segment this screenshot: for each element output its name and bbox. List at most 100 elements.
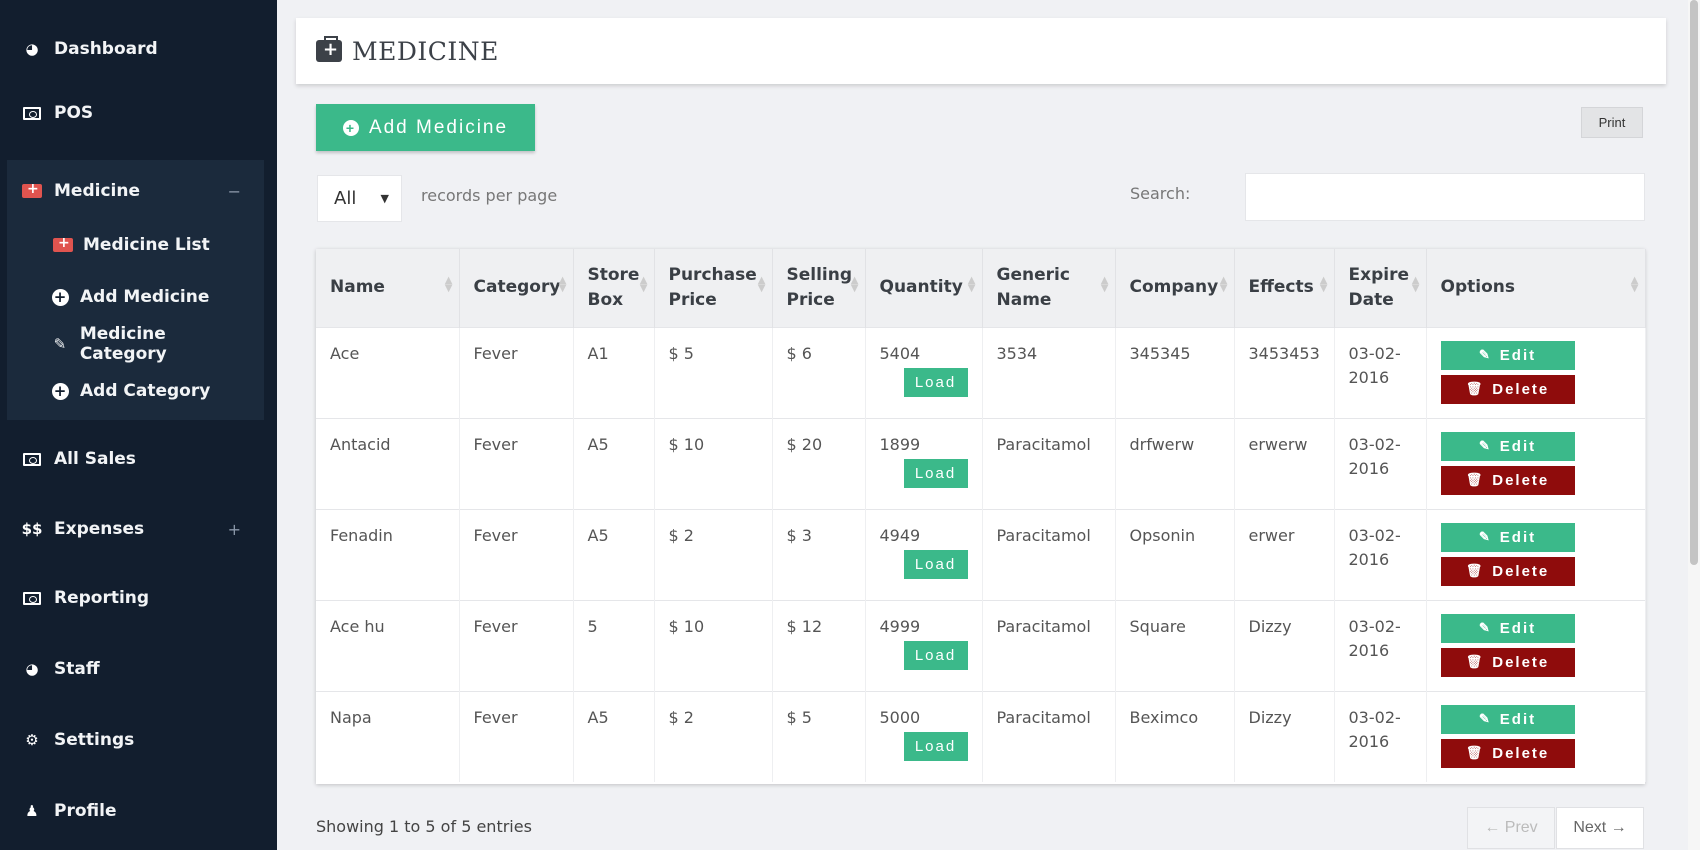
sidebar-item-label: Staff [54,659,100,679]
page-title: MEDICINE [352,36,499,66]
edit-icon: ✎ [1478,620,1492,635]
column-header[interactable]: Generic Name ▲ ▼ [982,249,1116,327]
column-header[interactable]: Effects ▲ ▼ [1234,249,1335,327]
cell-options: ✎ Edit 🗑 Delete [1426,690,1646,782]
column-header[interactable]: Options ▲ ▼ [1426,249,1646,327]
cell-value: Beximco [1129,707,1199,727]
sidebar-subitem-add-medicine[interactable]: + Add Medicine [0,280,257,314]
edit-button[interactable]: ✎ Edit [1440,522,1575,552]
load-button[interactable]: Load [903,640,968,670]
cell-value: 3453453 [1248,343,1320,363]
column-header[interactable]: Store Box ▲ ▼ [573,249,655,327]
cell-value: Opsonin [1129,525,1196,545]
collapse-icon[interactable]: − [227,181,241,201]
sidebar-item-expenses[interactable]: $$ Expenses + [0,509,277,549]
cell-options: ✎ Edit 🗑 Delete [1426,508,1646,600]
cell-value: 3534 [996,343,1038,363]
cell-value: Fever [473,616,518,636]
column-header-label: Generic Name [996,264,1070,310]
table-row: Ace hu Fever 5 $ 10 $ 12 4999 Load Paracitamol S… [316,599,1646,691]
prev-page-button[interactable]: ← Prev [1467,807,1555,849]
cell-value: erwer [1248,525,1295,545]
cell-value: Square [1129,616,1186,636]
cell-name: Fenadin [316,508,460,600]
caret-down-icon: ▼ [380,192,389,205]
sidebar-item-medicine[interactable]: Medicine − [0,171,277,211]
column-header-label: Selling Price [786,264,853,310]
sidebar-subitem-medicine-list[interactable]: Medicine List [0,228,257,262]
sidebar-item-staff[interactable]: ◕ Staff [0,649,277,689]
delete-label: Delete [1492,471,1550,489]
delete-button[interactable]: 🗑 Delete [1440,647,1575,677]
records-per-page-select[interactable]: All ▼ [317,175,402,222]
medicine-submenu-group [7,160,264,420]
edit-label: Edit [1499,619,1537,637]
cell-value: 03-02-2016 [1348,707,1401,751]
edit-button[interactable]: ✎ Edit [1440,613,1575,643]
add-medicine-label: Add Medicine [368,116,509,138]
column-header[interactable]: Company ▲ ▼ [1115,249,1235,327]
cell-value: 03-02-2016 [1348,525,1401,569]
sidebar-item-all-sales[interactable]: All Sales [0,439,277,479]
column-header-label: Store Box [587,264,640,310]
column-header[interactable]: Expire Date ▲ ▼ [1334,249,1427,327]
sidebar-subitem-label: Medicine List [83,235,210,255]
edit-button[interactable]: ✎ Edit [1440,431,1575,461]
sidebar-item-pos[interactable]: POS [0,93,277,133]
add-medicine-button[interactable]: + Add Medicine [316,104,535,151]
load-button[interactable]: Load [903,731,968,761]
load-button[interactable]: Load [903,458,968,488]
sidebar: ◕ Dashboard POS Medicine − Medicine List… [0,0,277,850]
search-input[interactable] [1245,173,1645,221]
next-page-button[interactable]: Next → [1556,807,1644,849]
cell-value: 03-02-2016 [1348,616,1401,660]
load-button[interactable]: Load [903,367,968,397]
column-header-label: Category [473,277,561,298]
expand-icon[interactable]: + [227,519,241,539]
sidebar-item-settings[interactable]: ⚙ Settings [0,720,277,760]
cell-company: Opsonin [1115,508,1235,600]
cell-effects: 3453453 [1234,326,1335,418]
column-header[interactable]: Name ▲ ▼ [316,249,460,327]
cell-selling: $ 3 [772,508,866,600]
sidebar-item-reporting[interactable]: Reporting [0,578,277,618]
column-header[interactable]: Purchase Price ▲ ▼ [654,249,773,327]
cell-value: 03-02-2016 [1348,343,1401,387]
sidebar-subitem-label: Add Medicine [80,287,210,307]
column-header[interactable]: Category ▲ ▼ [459,249,574,327]
table-row: Fenadin Fever A5 $ 2 $ 3 4949 Load Paracitamol O… [316,508,1646,600]
edit-button[interactable]: ✎ Edit [1440,340,1575,370]
cell-value: $ 3 [786,525,812,545]
cell-value: erwerw [1248,434,1308,454]
column-header[interactable]: Selling Price ▲ ▼ [772,249,866,327]
sidebar-subitem-medicine-category[interactable]: ✎ Medicine Category [0,324,257,364]
column-header[interactable]: Quantity ▲ ▼ [865,249,983,327]
sidebar-item-profile[interactable]: ♟ Profile [0,791,277,831]
sidebar-item-dashboard[interactable]: ◕ Dashboard [0,29,277,69]
edit-label: Edit [1499,346,1537,364]
delete-button[interactable]: 🗑 Delete [1440,465,1575,495]
sort-icon: ▲ ▼ [967,275,976,294]
edit-button[interactable]: ✎ Edit [1440,704,1575,734]
cell-purchase: $ 10 [654,417,773,509]
cell-selling: $ 5 [772,690,866,782]
cell-selling: $ 6 [772,326,866,418]
cell-value: Paracitamol [996,707,1091,727]
dollar-icon: $$ [21,520,43,538]
scrollbar-thumb[interactable] [1690,0,1698,565]
cell-store-box: A5 [573,417,655,509]
cell-store-box: A1 [573,326,655,418]
cell-value: Ace hu [330,616,385,636]
print-button[interactable]: Print [1581,107,1643,138]
delete-button[interactable]: 🗑 Delete [1440,374,1575,404]
sidebar-subitem-add-category[interactable]: + Add Category [0,374,257,408]
load-button[interactable]: Load [903,549,968,579]
cell-category: Fever [459,417,574,509]
delete-label: Delete [1492,744,1550,762]
cell-expire: 03-02-2016 [1334,508,1427,600]
cell-value: Napa [330,707,372,727]
sidebar-item-label: Dashboard [54,39,158,59]
delete-button[interactable]: 🗑 Delete [1440,556,1575,586]
cell-quantity: 4999 Load [865,599,983,691]
delete-button[interactable]: 🗑 Delete [1440,738,1575,768]
